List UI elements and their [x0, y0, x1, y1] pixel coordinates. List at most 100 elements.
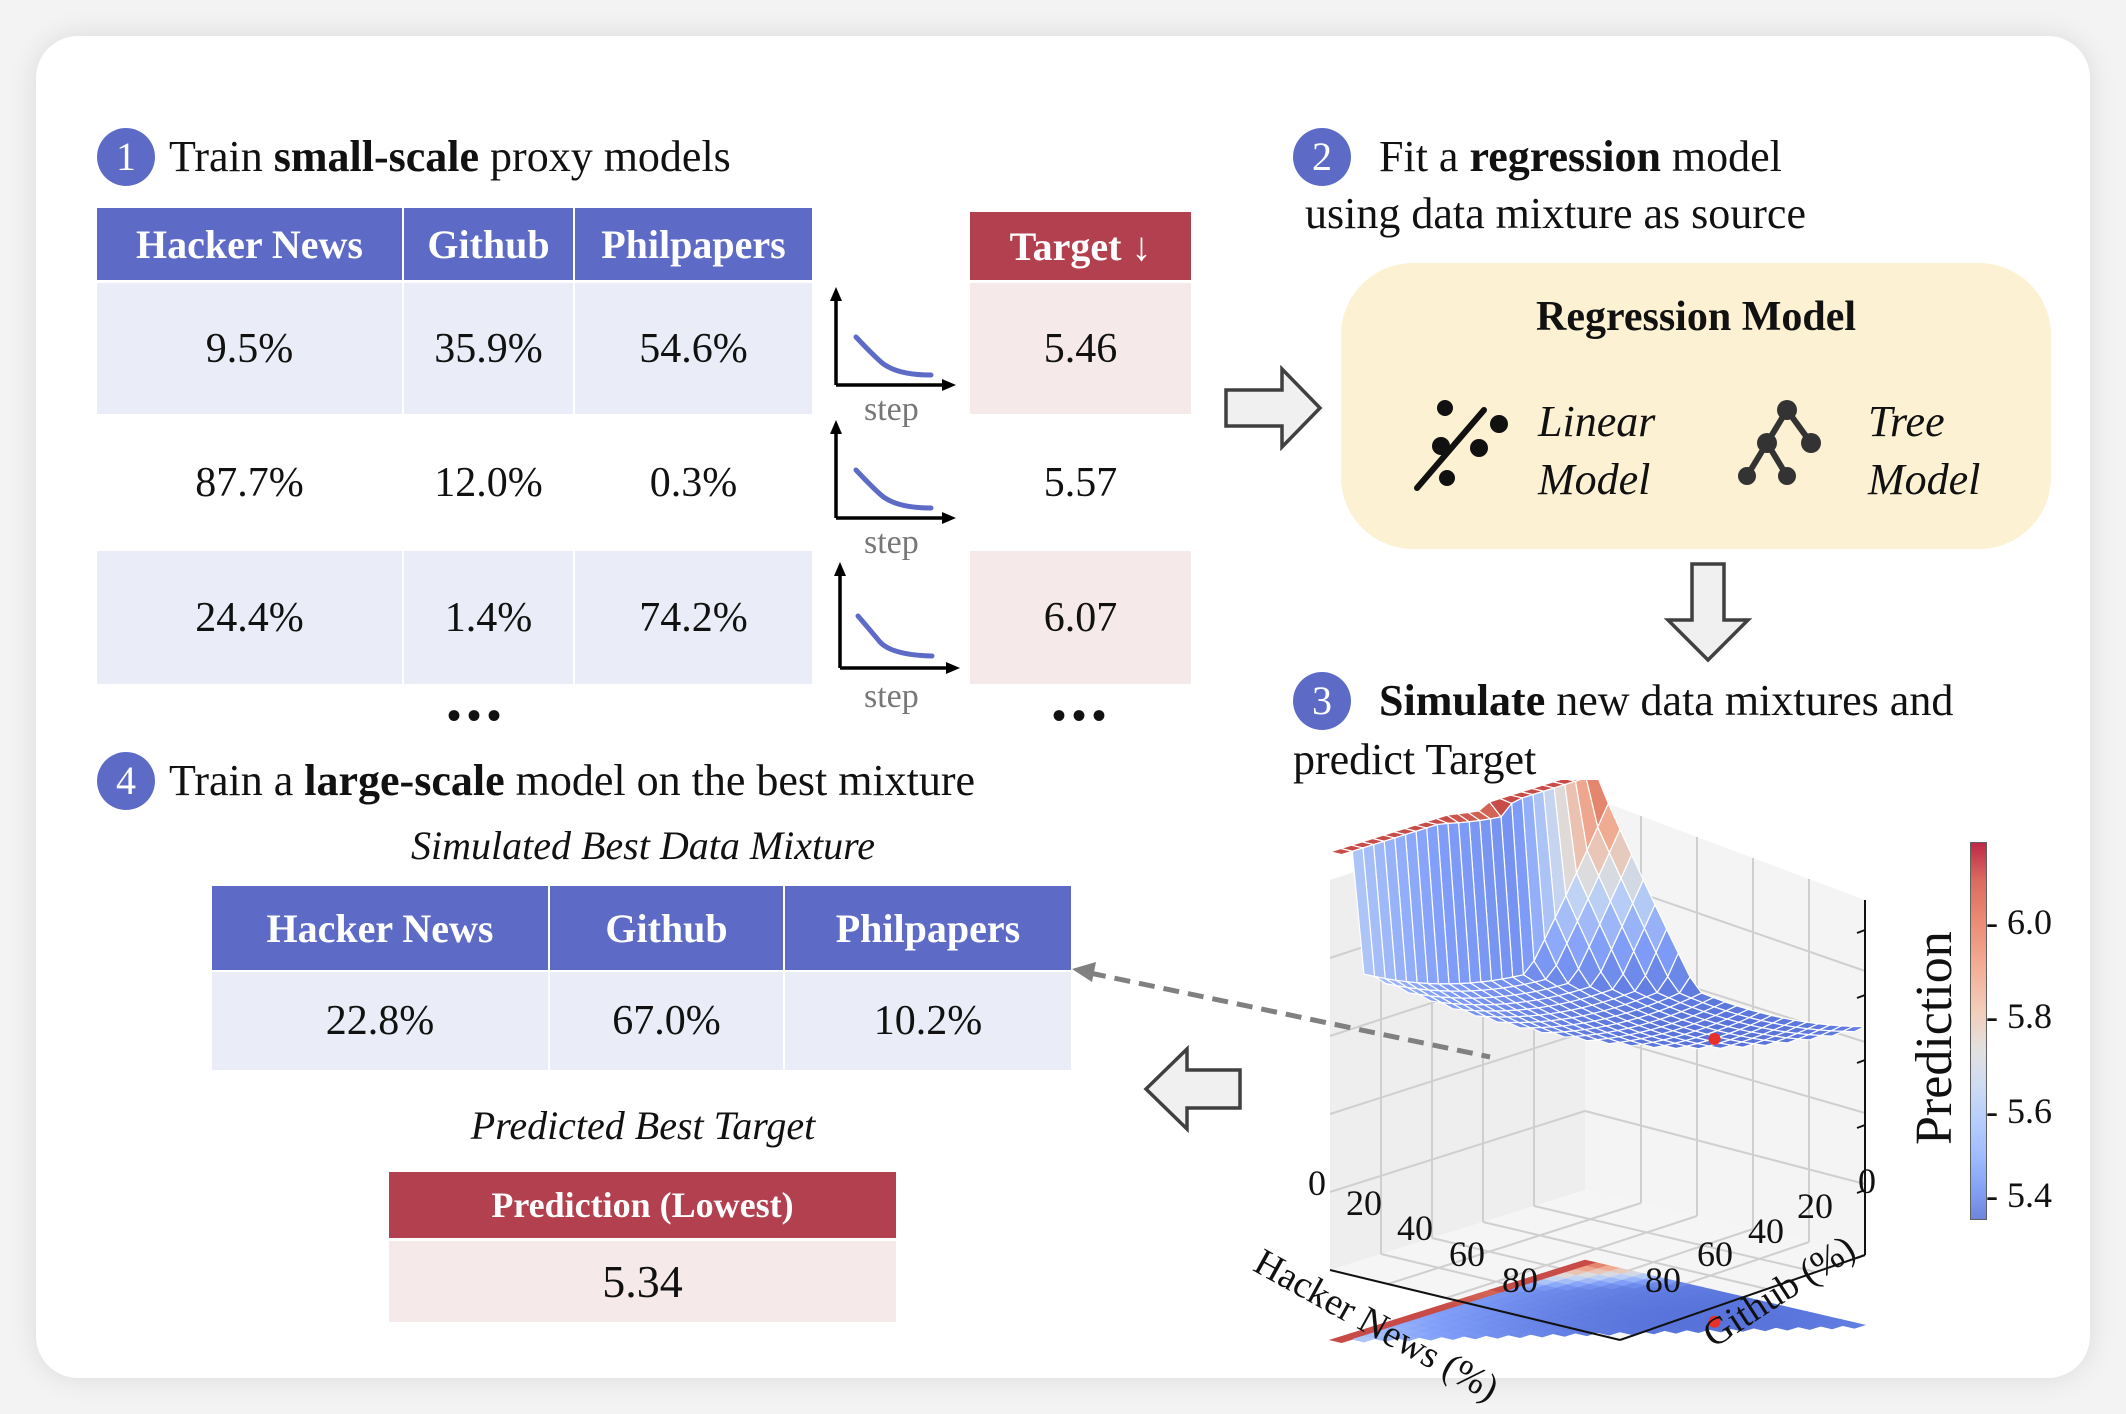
surface-cell [1641, 1041, 1665, 1049]
regression-model-box: Regression Model Linear Model Tree Model [1341, 263, 2051, 549]
colorbar-tick: ‑ 5.8 [1986, 996, 2052, 1036]
grid-line [1329, 1110, 1586, 1193]
colorbar-tick: ‑ 6.0 [1986, 902, 2052, 942]
x-tick-label: 20 [1346, 1183, 1382, 1223]
linear-model-label-line1: Linear [1538, 397, 1656, 446]
floor-contour [1328, 1259, 1867, 1344]
linear-model-label-line2: Model [1538, 455, 1651, 504]
surface-cell [1797, 1034, 1821, 1041]
loss-curve-icon: step [830, 287, 956, 428]
prediction-value: 5.34 [389, 1241, 896, 1322]
target-cell: 6.07 [970, 551, 1191, 684]
loss-curve-icon: step [834, 562, 960, 715]
table-cell: 9.5% [97, 283, 402, 414]
step-1-text-bold: small-scale [273, 132, 480, 181]
colorbar-tick: ‑ 5.4 [1986, 1175, 2052, 1215]
surface-cell [1351, 847, 1376, 978]
left-arrow-icon [1143, 1045, 1242, 1133]
step-4-badge: 4 [97, 752, 155, 810]
best-value-philpapers: 10.2% [785, 972, 1071, 1070]
surface-cell [1552, 1031, 1576, 1038]
colorbar-tick-label: 5.6 [2007, 1091, 2052, 1131]
best-header-hacker-news: Hacker News [212, 886, 548, 970]
proxy-header-hacker-news: Hacker News [97, 208, 402, 280]
regression-model-title: Regression Model [1535, 294, 1857, 340]
contour-cell [1551, 1330, 1577, 1337]
contour-cell [1685, 1326, 1711, 1334]
surface-cell [1327, 847, 1355, 856]
contour-cell [1841, 1321, 1867, 1329]
target-table-ellipsis: ••• [1052, 693, 1113, 738]
step-4-text-pre: Train a [169, 756, 305, 805]
right-arrow-icon [1224, 365, 1323, 451]
tree-model-label: Tree Model [1868, 393, 1980, 509]
step-3-text-bold: Simulate [1379, 676, 1546, 725]
x-tick-label: 0 [1308, 1163, 1326, 1203]
x-tick-label: 40 [1397, 1208, 1433, 1248]
z-tick [1856, 1059, 1866, 1064]
table-cell: 1.4% [404, 551, 573, 684]
colorbar-tick: ‑ 5.6 [1986, 1091, 2052, 1131]
target-header: Target ↓ [970, 212, 1191, 280]
step-2-badge: 2 [1293, 128, 1351, 186]
target-cell: 5.46 [970, 283, 1191, 414]
contour-cell [1707, 1325, 1733, 1333]
y-axis-line [1619, 1254, 1866, 1341]
z-axis-ticks [1856, 929, 1866, 1259]
contour-cell [1395, 1334, 1421, 1342]
x-tick-label: 80 [1502, 1260, 1538, 1300]
step-4-text-bold: large-scale [304, 756, 505, 805]
step-4-heading: 4 Train a large-scale model on the best … [97, 752, 975, 810]
z-tick [1856, 1124, 1866, 1129]
z-tick [1856, 929, 1866, 934]
grid-line [1482, 1221, 1768, 1290]
best-header-philpapers: Philpapers [785, 886, 1071, 970]
table-cell: 24.4% [97, 551, 402, 684]
contour-cell [1752, 1324, 1777, 1332]
step-2-text-bold: regression [1469, 132, 1661, 181]
colorbar [1970, 842, 1987, 1220]
y-tick-label: 0 [1858, 1161, 1876, 1201]
table-cell: 54.6% [575, 283, 812, 414]
tree-model-label-line1: Tree [1868, 397, 1945, 446]
contour-cell [1418, 1333, 1443, 1341]
step-4-text-post: model on the best mixture [504, 756, 976, 805]
optimum-marker-floor [1708, 1315, 1721, 1328]
y-tick-label: 60 [1697, 1234, 1733, 1274]
y-tick-label: 80 [1645, 1260, 1681, 1300]
surface-cell [1575, 1034, 1598, 1042]
surface-cell [1463, 1009, 1487, 1018]
x-axis-line [1329, 1269, 1621, 1341]
best-target-caption: Predicted Best Target [470, 1103, 816, 1148]
proxy-table-ellipsis: ••• [447, 693, 508, 738]
best-mixture-caption: Simulated Best Data Mixture [411, 823, 875, 868]
surface-cell [1530, 1026, 1554, 1034]
step-3-heading: 3 Simulate new data mixtures and [1293, 672, 1953, 730]
best-header-github: Github [550, 886, 783, 970]
z-tick [1856, 994, 1866, 999]
table-cell: 35.9% [404, 283, 573, 414]
surface-cell [1753, 1039, 1777, 1047]
prediction-header: Prediction (Lowest) [389, 1172, 896, 1238]
decision-tree-icon [1738, 400, 1821, 485]
contour-cell [1529, 1330, 1555, 1338]
loss-curve-step-label: step [864, 391, 919, 428]
loss-curve-step-label: step [864, 678, 919, 715]
contour-cell [1373, 1335, 1399, 1342]
colorbar-tick-label: 5.8 [2007, 996, 2052, 1036]
grid-line [1329, 1031, 1586, 1115]
contour-cell [1596, 1328, 1621, 1336]
contour-cell [1484, 1331, 1510, 1339]
surface-cell [1418, 993, 1442, 1004]
colorbar-tick-label: 6.0 [2007, 902, 2052, 942]
x-tick-label: 60 [1449, 1234, 1485, 1274]
best-value-github: 67.0% [550, 972, 783, 1070]
table-cell: 12.0% [404, 416, 573, 549]
best-value-hacker-news: 22.8% [212, 972, 548, 1070]
step-1-heading: 1 Train small-scale proxy models [97, 128, 731, 186]
surface-cell [1441, 1001, 1465, 1011]
grid-line [1533, 1205, 1817, 1273]
surface-cell [1597, 1037, 1620, 1045]
contour-cell [1819, 1322, 1844, 1330]
surface-cell [1396, 985, 1420, 996]
